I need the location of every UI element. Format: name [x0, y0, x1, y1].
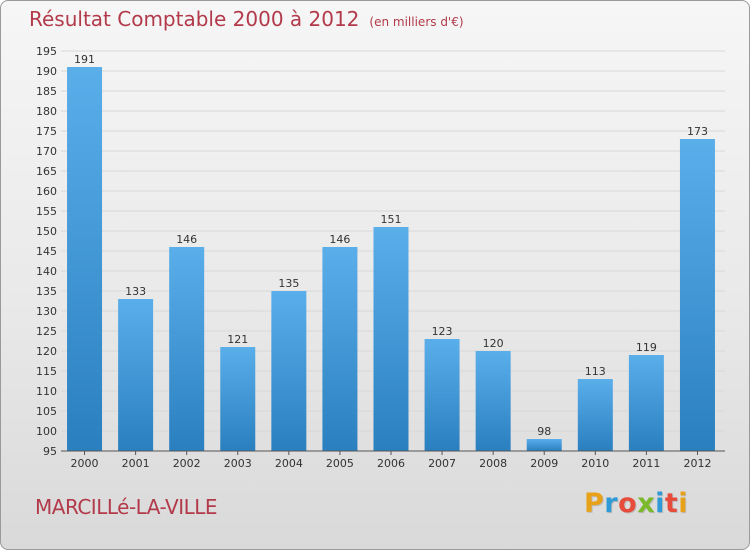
data-labels: 191 133 146 121 135 146 151 123 120 98 113 119 173	[74, 53, 708, 438]
bar	[628, 355, 664, 451]
bars	[67, 67, 715, 451]
data-label: 133	[125, 285, 146, 298]
x-tick-label: 2005	[326, 457, 354, 470]
y-tick-label: 160	[36, 185, 57, 198]
brand-letter: o	[618, 488, 638, 519]
y-tick-label: 155	[36, 205, 57, 218]
y-tick-label: 95	[43, 445, 57, 458]
x-tick-label: 2007	[428, 457, 456, 470]
y-tick-label: 120	[36, 345, 57, 358]
bar	[577, 379, 613, 451]
brand-letter: t	[664, 488, 679, 519]
bar	[322, 247, 358, 451]
data-label: 173	[687, 125, 708, 138]
data-label: 98	[537, 425, 551, 438]
data-label: 146	[176, 233, 197, 246]
commune-name: MARCILLé-LA-VILLE	[35, 495, 218, 519]
data-label: 120	[483, 337, 504, 350]
bar	[475, 351, 511, 451]
bar	[169, 247, 205, 451]
bar	[220, 347, 256, 451]
y-axis-ticks: 95 100 105 110 115 120 125 130 135 140 145 150 155 16…	[36, 45, 57, 458]
y-tick-label: 115	[36, 365, 57, 378]
x-tick-label: 2011	[632, 457, 660, 470]
x-tick-label: 2000	[71, 457, 99, 470]
y-tick-label: 175	[36, 125, 57, 138]
data-label: 151	[381, 213, 402, 226]
y-tick-label: 105	[36, 405, 57, 418]
x-tick-label: 2008	[479, 457, 507, 470]
bar	[679, 139, 715, 451]
y-tick-label: 140	[36, 265, 57, 278]
x-tick-label: 2002	[173, 457, 201, 470]
y-tick-label: 130	[36, 305, 57, 318]
brand-letter: i	[678, 488, 689, 519]
y-tick-label: 125	[36, 325, 57, 338]
chart-title: Résultat Comptable 2000 à 2012 (en millie…	[29, 7, 464, 31]
x-tick-label: 2006	[377, 457, 405, 470]
y-tick-label: 145	[36, 245, 57, 258]
data-label: 146	[329, 233, 350, 246]
y-tick-label: 135	[36, 285, 57, 298]
y-tick-label: 185	[36, 85, 57, 98]
bar	[271, 291, 307, 451]
x-tick-label: 2009	[530, 457, 558, 470]
y-tick-label: 180	[36, 105, 57, 118]
y-tick-label: 100	[36, 425, 57, 438]
y-tick-label: 190	[36, 65, 57, 78]
x-tick-label: 2012	[683, 457, 711, 470]
x-tick-label: 2003	[224, 457, 252, 470]
data-label: 113	[585, 365, 606, 378]
y-tick-label: 165	[36, 165, 57, 178]
y-tick-label: 110	[36, 385, 57, 398]
y-tick-label: 170	[36, 145, 57, 158]
brand-logo: Proxiti	[584, 488, 688, 519]
bar	[118, 299, 154, 451]
x-tick-label: 2010	[581, 457, 609, 470]
brand-letter: x	[637, 488, 656, 519]
x-tick-label: 2001	[122, 457, 150, 470]
data-label: 123	[432, 325, 453, 338]
data-label: 119	[636, 341, 657, 354]
y-tick-label: 195	[36, 45, 57, 58]
data-label: 191	[74, 53, 95, 66]
x-axis-ticks: 2000 2001 2002 2003 2004 2005 2006 2007 2008 2009…	[71, 451, 711, 470]
brand-letter: r	[604, 488, 619, 519]
bar	[424, 339, 460, 451]
brand-letter: i	[655, 488, 665, 519]
data-label: 121	[227, 333, 248, 346]
data-label: 135	[278, 277, 299, 290]
x-tick-label: 2004	[275, 457, 303, 470]
bar	[67, 67, 103, 451]
bar	[373, 227, 409, 451]
brand-letter: P	[584, 488, 605, 519]
chart-unit-label: (en milliers d'€)	[369, 15, 464, 29]
chart-title-text: Résultat Comptable 2000 à 2012	[29, 7, 360, 31]
bar	[526, 439, 562, 451]
y-tick-label: 150	[36, 225, 57, 238]
